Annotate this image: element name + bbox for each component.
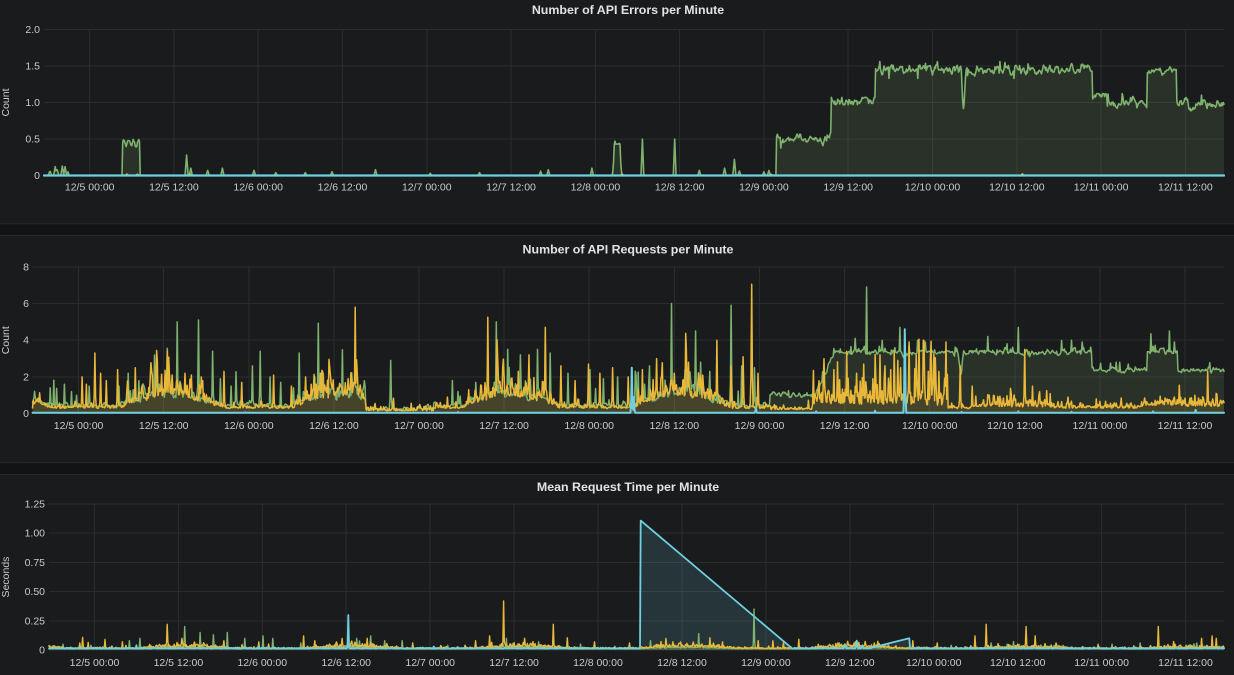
svg-text:12/9 12:00: 12/9 12:00 (825, 657, 875, 669)
svg-text:12/7 00:00: 12/7 00:00 (394, 420, 444, 432)
svg-text:12/10 00:00: 12/10 00:00 (905, 181, 961, 193)
svg-text:12/9 00:00: 12/9 00:00 (741, 657, 791, 669)
svg-text:12/7 12:00: 12/7 12:00 (479, 420, 529, 432)
svg-text:1.5: 1.5 (25, 61, 40, 73)
svg-text:Seconds: Seconds (0, 557, 12, 598)
svg-text:12/10 12:00: 12/10 12:00 (989, 181, 1045, 193)
svg-text:12/6 00:00: 12/6 00:00 (224, 420, 274, 432)
svg-text:12/6 12:00: 12/6 12:00 (318, 181, 368, 193)
svg-text:Number of API Errors per Minut: Number of API Errors per Minute (532, 3, 724, 17)
svg-text:12/5 00:00: 12/5 00:00 (70, 657, 120, 669)
svg-text:12/6 00:00: 12/6 00:00 (233, 181, 283, 193)
svg-text:12/8 12:00: 12/8 12:00 (655, 181, 705, 193)
svg-text:1.00: 1.00 (25, 528, 46, 540)
svg-text:12/9 12:00: 12/9 12:00 (823, 181, 873, 193)
svg-text:12/5 12:00: 12/5 12:00 (139, 420, 189, 432)
svg-text:12/6 12:00: 12/6 12:00 (309, 420, 359, 432)
svg-text:12/8 12:00: 12/8 12:00 (649, 420, 699, 432)
svg-text:0.50: 0.50 (25, 586, 46, 598)
svg-text:0: 0 (34, 170, 40, 182)
svg-text:12/5 12:00: 12/5 12:00 (149, 181, 199, 193)
svg-text:1.0: 1.0 (25, 97, 40, 109)
svg-text:1.25: 1.25 (25, 499, 46, 511)
svg-text:0.75: 0.75 (25, 557, 46, 569)
svg-text:12/7 00:00: 12/7 00:00 (405, 657, 455, 669)
svg-text:Count: Count (0, 88, 12, 116)
svg-text:12/8 00:00: 12/8 00:00 (573, 657, 623, 669)
svg-text:2: 2 (23, 371, 29, 383)
svg-text:12/8 12:00: 12/8 12:00 (657, 657, 707, 669)
svg-text:12/9 00:00: 12/9 00:00 (735, 420, 785, 432)
svg-text:8: 8 (23, 261, 29, 273)
svg-text:12/5 00:00: 12/5 00:00 (65, 181, 115, 193)
svg-text:Mean Request Time per Minute: Mean Request Time per Minute (537, 480, 719, 494)
svg-text:12/7 12:00: 12/7 12:00 (489, 657, 539, 669)
svg-text:12/10 12:00: 12/10 12:00 (987, 420, 1043, 432)
svg-text:12/11 12:00: 12/11 12:00 (1158, 657, 1213, 669)
svg-text:12/6 00:00: 12/6 00:00 (237, 657, 287, 669)
svg-text:Number of API Requests per Min: Number of API Requests per Minute (523, 242, 734, 256)
svg-text:12/11 00:00: 12/11 00:00 (1074, 657, 1129, 669)
svg-text:12/11 12:00: 12/11 12:00 (1158, 181, 1213, 193)
svg-text:0: 0 (39, 645, 45, 657)
svg-text:12/8 00:00: 12/8 00:00 (564, 420, 614, 432)
svg-text:12/10 00:00: 12/10 00:00 (902, 420, 958, 432)
svg-text:12/9 00:00: 12/9 00:00 (739, 181, 789, 193)
svg-text:2.0: 2.0 (25, 24, 40, 36)
svg-text:12/7 12:00: 12/7 12:00 (486, 181, 536, 193)
svg-text:6: 6 (23, 298, 29, 310)
svg-text:12/11 00:00: 12/11 00:00 (1073, 420, 1128, 432)
svg-text:12/8 00:00: 12/8 00:00 (571, 181, 621, 193)
svg-text:0.25: 0.25 (25, 615, 46, 627)
svg-text:12/11 12:00: 12/11 12:00 (1158, 420, 1213, 432)
svg-text:Count: Count (0, 326, 12, 354)
svg-text:4: 4 (23, 335, 29, 347)
svg-text:12/9 12:00: 12/9 12:00 (820, 420, 870, 432)
svg-text:12/11 00:00: 12/11 00:00 (1074, 181, 1129, 193)
svg-text:12/7 00:00: 12/7 00:00 (402, 181, 452, 193)
svg-text:0.5: 0.5 (25, 134, 40, 146)
svg-text:12/5 12:00: 12/5 12:00 (154, 657, 204, 669)
svg-text:0: 0 (23, 408, 29, 420)
svg-text:12/6 12:00: 12/6 12:00 (321, 657, 371, 669)
svg-text:12/10 12:00: 12/10 12:00 (990, 657, 1046, 669)
svg-text:12/5 00:00: 12/5 00:00 (54, 420, 104, 432)
svg-text:12/10 00:00: 12/10 00:00 (906, 657, 962, 669)
